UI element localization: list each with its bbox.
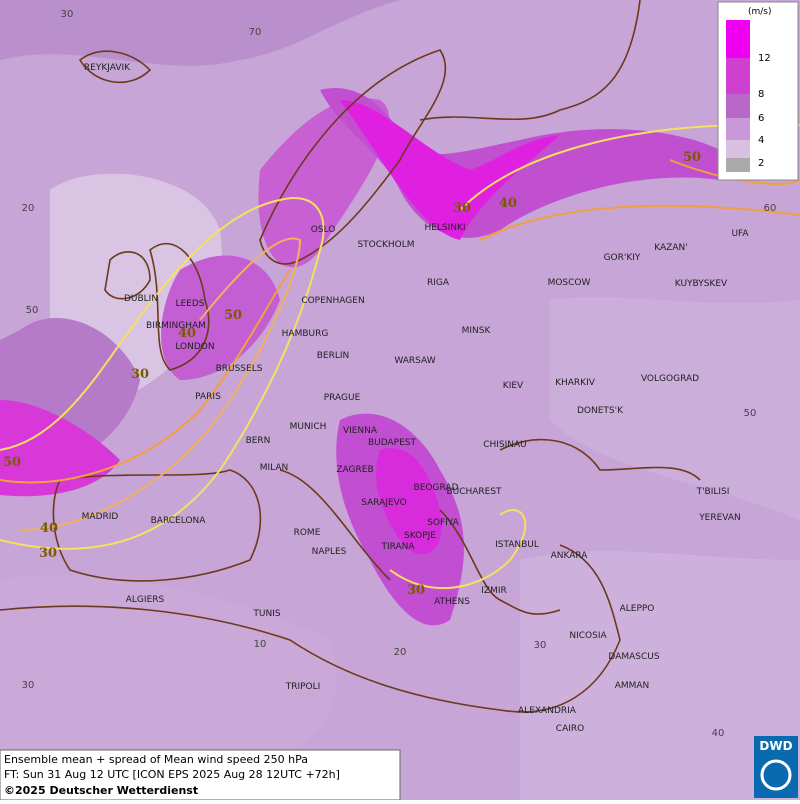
- footer-line: Ensemble mean + spread of Mean wind spee…: [4, 753, 308, 766]
- city-label: HELSINKI: [424, 223, 465, 233]
- contour-label: 50: [683, 150, 701, 165]
- city-label: TRIPOLI: [285, 682, 321, 692]
- graticule-label: 50: [26, 305, 39, 316]
- city-label: MOSCOW: [548, 278, 591, 288]
- graticule-label: 20: [394, 647, 407, 658]
- city-label: LEEDS: [175, 299, 204, 309]
- city-label: DONETS'K: [577, 406, 624, 416]
- city-label: BEOGRAD: [414, 483, 459, 493]
- contour-label: 40: [499, 196, 517, 211]
- city-label: MINSK: [462, 326, 492, 336]
- city-label: REYKJAVIK: [84, 63, 131, 73]
- city-label: SKOPJE: [404, 531, 436, 541]
- city-label: ROME: [294, 528, 321, 538]
- city-label: ALEPPO: [620, 604, 655, 614]
- city-label: MILAN: [260, 463, 289, 473]
- graticule-label: 60: [764, 203, 777, 214]
- city-label: SARAJEVO: [361, 498, 407, 508]
- logo-swirl: [760, 759, 792, 791]
- city-label: ZAGREB: [336, 465, 373, 475]
- city-label: STOCKHOLM: [357, 240, 414, 250]
- contour-label: 30: [453, 201, 471, 216]
- footer-line: ©2025 Deutscher Wetterdienst: [4, 784, 198, 797]
- city-label: DAMASCUS: [608, 652, 659, 662]
- graticule-label: 30: [61, 9, 74, 20]
- logo-text: DWD: [759, 739, 792, 753]
- graticule-label: 50: [744, 408, 757, 419]
- city-label: BERLIN: [317, 351, 350, 361]
- city-label: CAIRO: [556, 724, 584, 734]
- city-label: KUYBYSKEV: [675, 279, 728, 289]
- contour-label: 30: [407, 583, 425, 598]
- city-label: PRAGUE: [324, 393, 361, 403]
- city-label: DUBLIN: [124, 294, 158, 304]
- footer-box: [0, 749, 401, 801]
- city-label: MUNICH: [290, 422, 327, 432]
- city-label: TIRANA: [380, 542, 415, 552]
- city-label: ALEXANDRIA: [518, 706, 577, 716]
- city-label: KIEV: [503, 381, 524, 391]
- legend-tick: 12: [758, 53, 771, 64]
- city-label: IZMIR: [481, 586, 507, 596]
- city-label: NICOSIA: [569, 631, 607, 641]
- contour-label: 30: [39, 546, 57, 561]
- city-label: LONDON: [175, 342, 214, 352]
- city-label: BRUSSELS: [216, 364, 263, 374]
- city-label: OSLO: [311, 225, 336, 235]
- contour-label: 40: [40, 521, 58, 536]
- contour-label: 30: [131, 367, 149, 382]
- city-label: VOLGOGRAD: [641, 374, 699, 384]
- city-label: BUDAPEST: [368, 438, 417, 448]
- legend-tick: 2: [758, 158, 764, 169]
- graticule-label: 20: [22, 203, 35, 214]
- city-label: KAZAN': [654, 243, 687, 253]
- graticule-label: 30: [22, 680, 35, 691]
- city-label: BERN: [246, 436, 271, 446]
- legend-tick: 8: [758, 89, 764, 100]
- city-label: NAPLES: [312, 547, 347, 557]
- city-label: ATHENS: [434, 597, 470, 607]
- city-label: ISTANBUL: [495, 540, 539, 550]
- legend-title: (m/s): [748, 7, 772, 17]
- city-label: HAMBURG: [282, 329, 329, 339]
- city-label: KHARKIV: [555, 378, 596, 388]
- graticule-label: 70: [249, 27, 262, 38]
- graticule-label: 10: [254, 639, 267, 650]
- city-label: CHISINAU: [483, 440, 527, 450]
- city-label: WARSAW: [394, 356, 435, 366]
- city-label: GOR'KIY: [604, 253, 641, 263]
- graticule-label: 30: [534, 640, 547, 651]
- footer-line: FT: Sun 31 Aug 12 UTC [ICON EPS 2025 Aug…: [4, 768, 340, 781]
- legend-tick: 4: [758, 135, 764, 146]
- city-label: VIENNA: [343, 426, 378, 436]
- contour-label: 50: [3, 455, 21, 470]
- city-label: UFA: [731, 229, 749, 239]
- graticule-label: 40: [712, 728, 725, 739]
- city-label: TUNIS: [252, 609, 280, 619]
- city-label: BIRMINGHAM: [146, 321, 206, 331]
- legend-tick: 6: [758, 113, 764, 124]
- city-label: COPENHAGEN: [301, 296, 364, 306]
- contour-label: 50: [224, 308, 242, 323]
- city-label: T'BILISI: [696, 487, 730, 497]
- city-label: BUCHAREST: [446, 487, 502, 497]
- city-label: AMMAN: [615, 681, 650, 691]
- coastlines: [0, 0, 701, 713]
- city-label: RIGA: [427, 278, 450, 288]
- isotachs: [0, 123, 800, 590]
- city-label: SOFIYA: [427, 518, 459, 528]
- city-label: PARIS: [195, 392, 221, 402]
- legend: (m/s) 12 8 6 4 2: [717, 1, 799, 181]
- city-label: ANKARA: [551, 551, 589, 561]
- city-label: BARCELONA: [151, 516, 207, 526]
- contour-label: 40: [178, 326, 196, 341]
- city-label: YEREVAN: [698, 513, 741, 523]
- city-label: MADRID: [82, 512, 119, 522]
- city-label: ALGIERS: [126, 595, 165, 605]
